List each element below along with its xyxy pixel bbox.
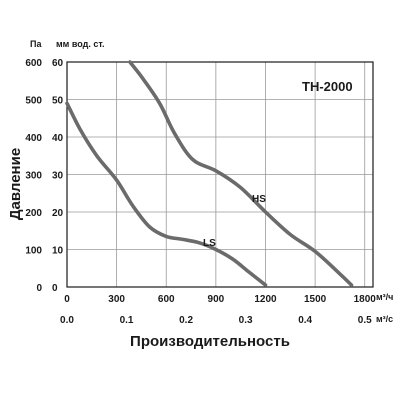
y-tick-labels-secondary: 0 10 20 30 40 50 60 xyxy=(52,58,64,294)
curve-label-hs: HS xyxy=(252,194,266,205)
y-tick-label-primary: 100 xyxy=(25,246,42,257)
y-tick-label-secondary: 60 xyxy=(52,58,64,69)
y-tick-label-primary: 0 xyxy=(36,283,42,294)
x-tick-label-primary: 1500 xyxy=(304,294,327,305)
y-tick-label-secondary: 0 xyxy=(52,283,58,294)
model-label: TH-2000 xyxy=(302,79,353,94)
x-tick-label-primary: 600 xyxy=(158,294,175,305)
x-tick-labels-primary: 0 300 600 900 1200 1500 1800 xyxy=(64,294,376,305)
y-tick-label-primary: 400 xyxy=(25,133,42,144)
curve-label-ls: LS xyxy=(203,238,216,249)
x-unit-secondary: м³/с xyxy=(376,314,393,324)
x-tick-label-secondary: 0.1 xyxy=(120,315,134,326)
x-tick-labels-secondary: 0.0 0.1 0.2 0.3 0.4 0.5 xyxy=(60,315,372,326)
x-tick-label-primary: 0 xyxy=(64,294,70,305)
x-tick-label-secondary: 0.2 xyxy=(179,315,193,326)
y-tick-label-primary: 300 xyxy=(25,171,42,182)
y-unit-primary: Па xyxy=(30,39,42,49)
y-unit-secondary: мм вод. ст. xyxy=(56,39,104,49)
x-axis-title: Производительность xyxy=(130,333,290,350)
x-tick-label-primary: 900 xyxy=(208,294,225,305)
x-tick-label-primary: 1200 xyxy=(254,294,277,305)
x-unit-primary: м³/ч xyxy=(376,292,393,302)
y-axis-title: Давление xyxy=(7,148,24,220)
y-tick-label-primary: 500 xyxy=(25,96,42,107)
y-tick-label-secondary: 50 xyxy=(52,96,64,107)
curve-ls xyxy=(65,101,268,287)
x-tick-label-primary: 1800 xyxy=(354,294,377,305)
y-tick-label-secondary: 30 xyxy=(52,171,64,182)
x-tick-label-secondary: 0.4 xyxy=(298,315,312,326)
y-tick-label-primary: 200 xyxy=(25,208,42,219)
y-tick-label-secondary: 10 xyxy=(52,246,64,257)
x-tick-label-secondary: 0.0 xyxy=(60,315,74,326)
y-tick-label-secondary: 20 xyxy=(52,208,64,219)
curve-hs xyxy=(128,60,354,287)
curves xyxy=(65,60,354,287)
y-tick-labels-primary: 0 100 200 300 400 500 600 xyxy=(25,58,42,294)
x-tick-label-secondary: 0.5 xyxy=(358,315,372,326)
y-tick-label-primary: 600 xyxy=(25,58,42,69)
plot-frame xyxy=(66,61,374,288)
x-tick-label-secondary: 0.3 xyxy=(239,315,253,326)
x-tick-label-primary: 300 xyxy=(108,294,125,305)
y-tick-label-secondary: 40 xyxy=(52,133,64,144)
